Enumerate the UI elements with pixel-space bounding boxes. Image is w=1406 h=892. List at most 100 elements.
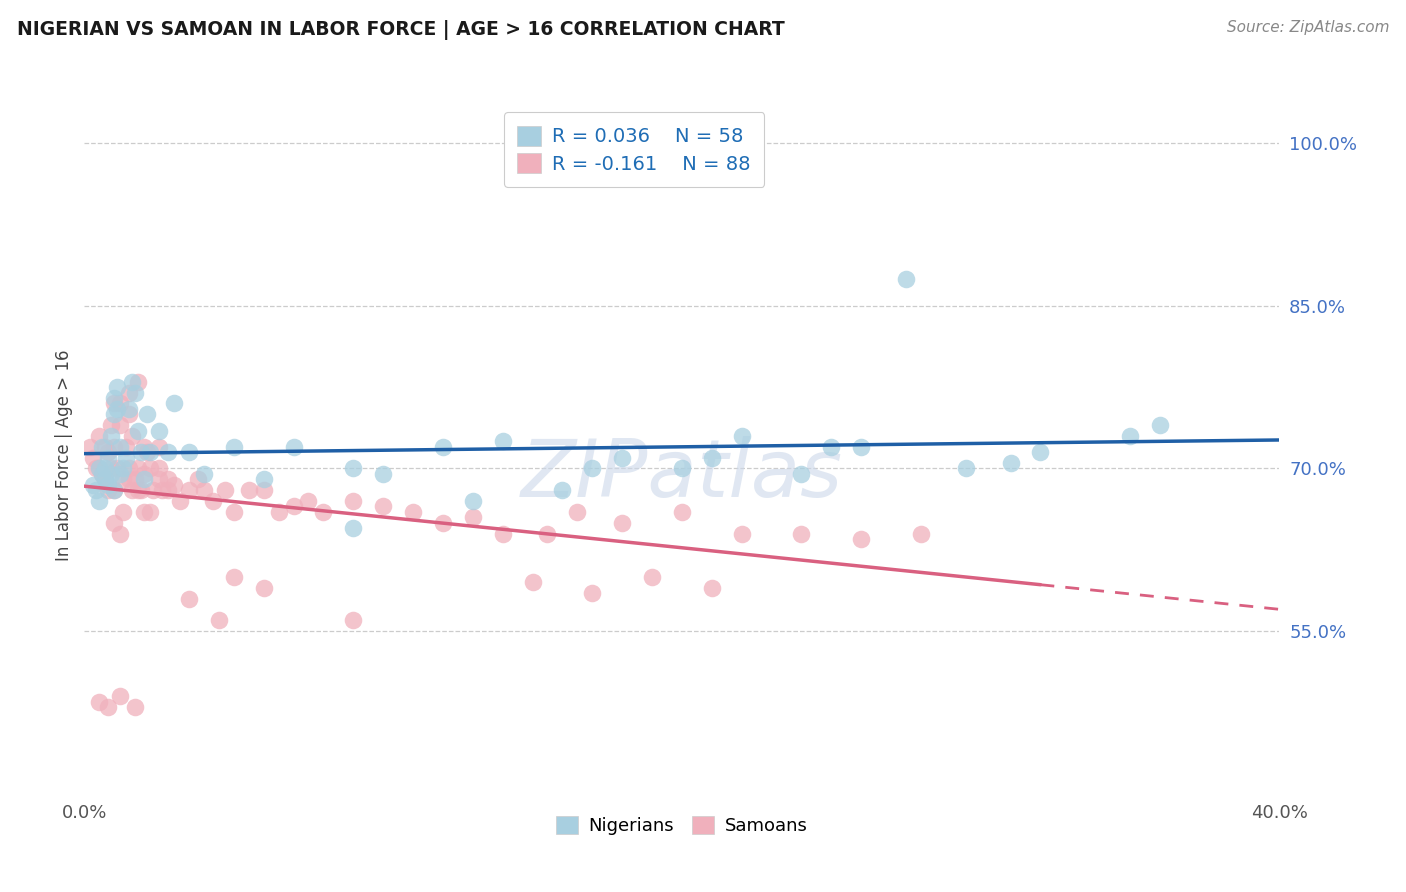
Point bbox=[103, 516, 125, 530]
Point bbox=[121, 483, 143, 498]
Point bbox=[82, 450, 104, 465]
Point bbox=[581, 586, 603, 600]
Point bbox=[177, 445, 200, 459]
Point bbox=[100, 467, 122, 481]
Point bbox=[100, 418, 122, 433]
Point bbox=[851, 532, 873, 546]
Point bbox=[283, 440, 305, 454]
Point bbox=[177, 483, 200, 498]
Point bbox=[110, 396, 132, 410]
Point bbox=[253, 581, 276, 595]
Point bbox=[103, 391, 125, 405]
Point bbox=[110, 467, 132, 481]
Point bbox=[612, 450, 634, 465]
Point bbox=[342, 461, 364, 475]
Point bbox=[118, 472, 141, 486]
Point bbox=[129, 483, 152, 498]
Point bbox=[79, 440, 101, 454]
Text: Source: ZipAtlas.com: Source: ZipAtlas.com bbox=[1226, 20, 1389, 35]
Point bbox=[127, 424, 149, 438]
Point bbox=[118, 407, 141, 421]
Point bbox=[157, 445, 180, 459]
Point bbox=[373, 500, 395, 514]
Point bbox=[342, 613, 364, 627]
Point bbox=[105, 380, 128, 394]
Point bbox=[103, 396, 125, 410]
Point bbox=[94, 461, 117, 475]
Point bbox=[641, 570, 664, 584]
Point bbox=[201, 494, 224, 508]
Point bbox=[731, 526, 754, 541]
Point bbox=[193, 467, 215, 481]
Point bbox=[89, 494, 111, 508]
Point bbox=[86, 461, 108, 475]
Point bbox=[124, 385, 146, 400]
Point bbox=[492, 526, 515, 541]
Point bbox=[89, 461, 111, 475]
Point bbox=[132, 440, 156, 454]
Point bbox=[955, 461, 977, 475]
Point bbox=[222, 440, 245, 454]
Point bbox=[187, 472, 209, 486]
Point bbox=[700, 450, 723, 465]
Point bbox=[136, 445, 159, 459]
Point bbox=[432, 516, 454, 530]
Point bbox=[124, 700, 146, 714]
Point bbox=[97, 483, 120, 498]
Point bbox=[97, 445, 120, 459]
Point bbox=[118, 461, 141, 475]
Point bbox=[139, 505, 162, 519]
Point bbox=[238, 483, 260, 498]
Point bbox=[492, 434, 515, 449]
Point bbox=[1149, 418, 1171, 433]
Point bbox=[105, 461, 128, 475]
Point bbox=[193, 483, 215, 498]
Point bbox=[222, 570, 245, 584]
Point bbox=[163, 477, 186, 491]
Point bbox=[112, 472, 135, 486]
Point bbox=[157, 472, 180, 486]
Point bbox=[148, 424, 170, 438]
Point bbox=[112, 505, 135, 519]
Legend: Nigerians, Samoans: Nigerians, Samoans bbox=[548, 809, 815, 842]
Point bbox=[110, 690, 132, 704]
Point bbox=[103, 483, 125, 498]
Point bbox=[110, 418, 132, 433]
Point bbox=[150, 483, 173, 498]
Point bbox=[124, 472, 146, 486]
Point bbox=[910, 526, 932, 541]
Point bbox=[127, 461, 149, 475]
Point bbox=[94, 472, 117, 486]
Point bbox=[177, 591, 200, 606]
Point bbox=[100, 429, 122, 443]
Point bbox=[851, 440, 873, 454]
Point bbox=[790, 526, 813, 541]
Point bbox=[1029, 445, 1052, 459]
Point bbox=[97, 450, 120, 465]
Point bbox=[121, 429, 143, 443]
Point bbox=[536, 526, 558, 541]
Point bbox=[97, 477, 120, 491]
Point bbox=[86, 483, 108, 498]
Point bbox=[105, 401, 128, 416]
Point bbox=[581, 461, 603, 475]
Point bbox=[115, 450, 138, 465]
Point bbox=[139, 445, 162, 459]
Point bbox=[127, 375, 149, 389]
Point bbox=[253, 483, 276, 498]
Point bbox=[169, 494, 191, 508]
Point bbox=[1000, 456, 1022, 470]
Point bbox=[342, 494, 364, 508]
Point bbox=[82, 477, 104, 491]
Point bbox=[342, 521, 364, 535]
Point bbox=[139, 461, 162, 475]
Point bbox=[402, 505, 425, 519]
Point bbox=[567, 505, 589, 519]
Point bbox=[118, 385, 141, 400]
Point bbox=[136, 407, 159, 421]
Point bbox=[267, 505, 290, 519]
Point bbox=[110, 526, 132, 541]
Point bbox=[129, 445, 152, 459]
Point bbox=[671, 505, 693, 519]
Point bbox=[97, 700, 120, 714]
